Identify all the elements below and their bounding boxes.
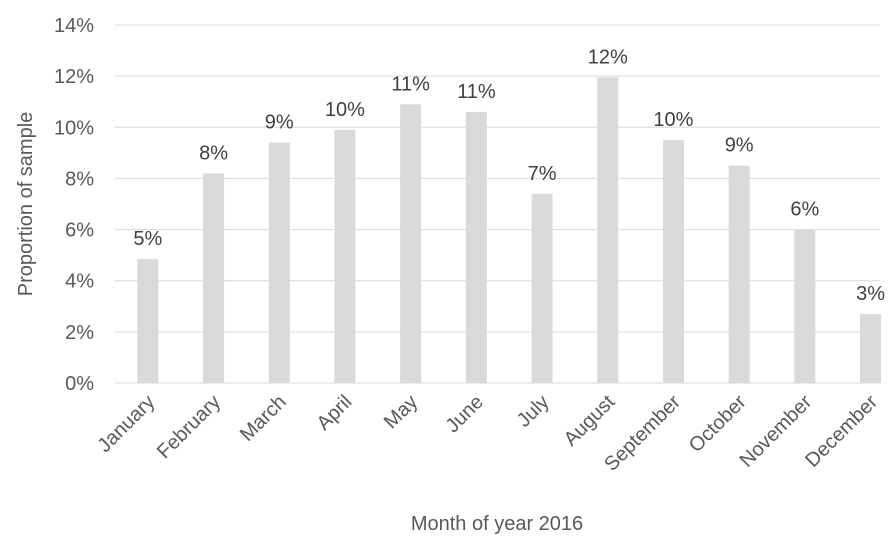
bar [531, 193, 553, 383]
x-tick-label: March [236, 391, 291, 446]
y-tick-label: 0% [65, 373, 94, 395]
value-label: 8% [199, 142, 228, 164]
value-label: 10% [325, 99, 365, 121]
x-axis-title: Month of year 2016 [411, 513, 583, 535]
value-label: 12% [588, 46, 628, 68]
bar [137, 258, 159, 383]
y-tick-label: 6% [65, 220, 94, 242]
bar [597, 77, 619, 384]
bar [268, 142, 290, 383]
value-label: 11% [391, 73, 430, 95]
bar [662, 140, 684, 383]
bar [334, 129, 356, 383]
x-tick-label: May [380, 391, 422, 433]
value-label: 5% [133, 228, 162, 250]
y-tick-label: 12% [54, 66, 94, 88]
x-tick-label: January [94, 391, 160, 457]
x-tick-label: February [153, 391, 225, 463]
value-label: 9% [265, 112, 294, 134]
bar [860, 313, 882, 383]
bar [400, 104, 422, 384]
x-tick-label: July [513, 391, 554, 432]
y-tick-label: 10% [54, 117, 94, 139]
y-tick-label: 4% [65, 271, 94, 293]
y-axis-title: Proportion of sample [15, 112, 37, 297]
bar [465, 111, 487, 383]
value-label: 11% [457, 81, 496, 103]
x-tick-label: June [442, 391, 488, 437]
y-tick-label: 8% [65, 168, 94, 190]
y-tick-label: 14% [54, 15, 94, 37]
x-tick-label: December [801, 391, 882, 472]
bar [794, 229, 816, 383]
value-label: 10% [653, 109, 693, 131]
value-label: 6% [790, 199, 819, 221]
x-tick-label: October [685, 391, 751, 457]
x-tick-label: August [560, 391, 620, 451]
value-label: 3% [856, 283, 885, 305]
bar [203, 173, 225, 383]
value-label: 9% [725, 135, 754, 157]
value-label: 7% [528, 163, 557, 185]
y-tick-label: 2% [65, 322, 94, 344]
bar [728, 165, 750, 383]
x-tick-label: April [313, 391, 357, 435]
